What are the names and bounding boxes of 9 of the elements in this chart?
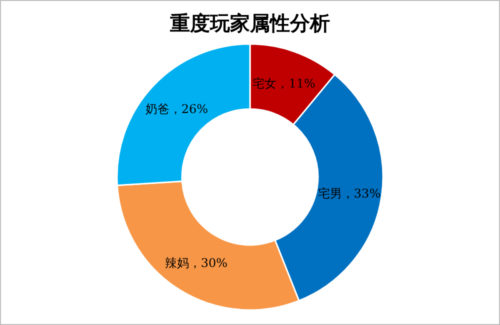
slice-label: 辣妈 [164,256,189,270]
chart-title: 重度玩家属性分析 [169,11,330,35]
data-label: ，30% [188,256,228,270]
slice-label: 奶爸 [145,102,170,116]
data-label: ，33% [342,186,381,201]
data-label: ，11% [276,76,316,90]
slice-label: 宅女 [252,76,277,90]
data-label: ，26% [169,102,208,116]
slice-label: 宅男 [318,186,342,201]
